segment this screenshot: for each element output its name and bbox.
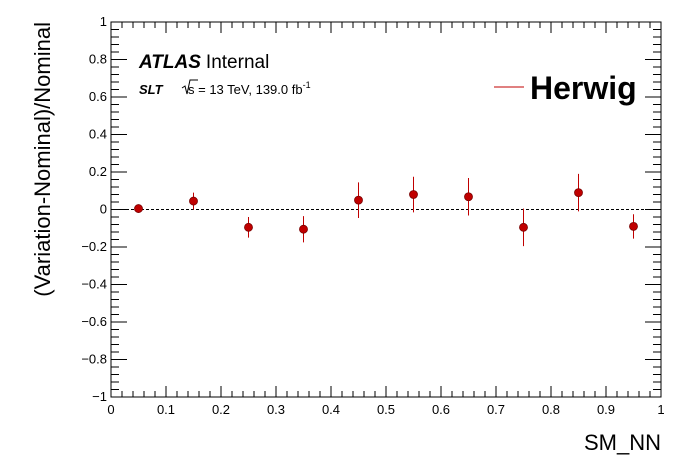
x-tick-labels: 0 0.1 0.2 0.3 0.4 0.5 0.6 0.7 0.8 0.9 1 (107, 402, 664, 417)
y-tick-labels: −1 −0.8 −0.6 −0.4 −0.2 0 0.2 0.4 0.6 0.8 1 (81, 14, 107, 404)
y-tick-label: −0.8 (81, 352, 107, 367)
data-point (354, 195, 363, 205)
atlas-status: Internal (206, 52, 269, 73)
axis-ticks (110, 21, 662, 398)
data-point (134, 204, 143, 213)
x-tick-label: 0.1 (157, 402, 175, 417)
x-tick-label: 0.4 (322, 402, 340, 417)
data-point (519, 222, 528, 232)
x-tick-label: 0.3 (267, 402, 285, 417)
y-tick-label: −0.2 (81, 239, 107, 254)
x-tick-label: 0.6 (432, 402, 450, 417)
y-tick-label: 0.4 (89, 127, 107, 142)
x-tick-label: 0.9 (597, 402, 615, 417)
x-tick-label: 0.8 (542, 402, 560, 417)
x-tick-label: 0.2 (212, 402, 230, 417)
svg-text:s = 13 TeV, 139.0 fb-1: s = 13 TeV, 139.0 fb-1 (188, 80, 311, 97)
data-point (244, 222, 253, 232)
legend-label: Herwig (530, 70, 637, 106)
y-tick-label: −0.6 (81, 314, 107, 329)
x-axis-title: SM_NN (584, 430, 661, 455)
y-tick-label: 0.2 (89, 164, 107, 179)
x-tick-label: 0 (107, 402, 114, 417)
y-tick-label: 0 (100, 202, 107, 217)
data-point (409, 190, 418, 199)
y-tick-label: 1 (100, 14, 107, 29)
y-tick-label: 0.6 (89, 89, 107, 104)
y-tick-label: −0.4 (81, 277, 107, 292)
atlas-experiment: ATLAS (138, 52, 201, 73)
data-point (464, 192, 473, 202)
data-point (299, 224, 308, 234)
energy-lumi-label: s = 13 TeV, 139.0 fb-1 (181, 79, 311, 97)
y-tick-label: −1 (92, 389, 107, 404)
data-point (189, 196, 198, 206)
energy-lumi-text: s = 13 TeV, 139.0 fb (188, 82, 303, 97)
data-points (134, 173, 638, 247)
lumi-exponent: -1 (303, 80, 311, 90)
channel-label: SLT (139, 82, 164, 97)
x-tick-label: 0.5 (377, 402, 395, 417)
data-point (629, 221, 638, 231)
x-tick-label: 0.7 (487, 402, 505, 417)
x-tick-label: 1 (657, 402, 664, 417)
y-tick-label: 0.8 (89, 52, 107, 67)
legend: Herwig (494, 70, 637, 106)
y-axis-title: (Variation-Nominal)/Nominal (30, 22, 55, 297)
atlas-label: ATLAS Internal (138, 52, 269, 73)
sqrt-icon (181, 79, 198, 95)
data-point (574, 188, 583, 198)
